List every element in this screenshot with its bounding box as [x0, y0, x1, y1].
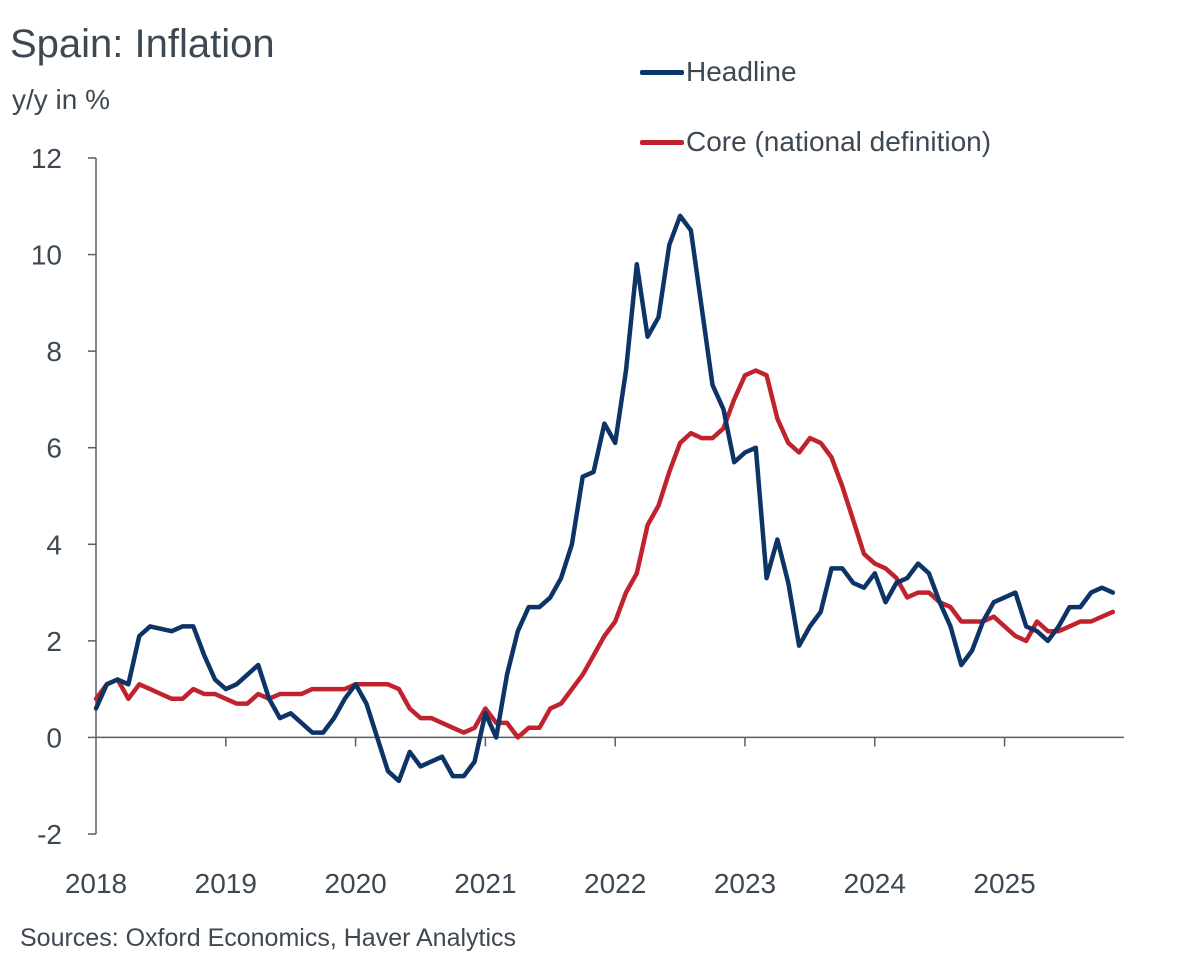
series-layer: [93, 213, 1116, 784]
y-tick-label: 2: [46, 626, 62, 657]
source-note: Sources: Oxford Economics, Haver Analyti…: [20, 924, 517, 952]
x-tick-label: 2021: [454, 868, 516, 899]
y-axis: 12 10 8 6 4 2 0 -2: [31, 143, 97, 850]
legend-item-headline: Headline: [640, 52, 991, 92]
series-line-headline: [93, 213, 1116, 784]
legend-label-core: Core (national definition): [686, 126, 992, 157]
y-tick-label: 8: [46, 336, 62, 367]
chart-title: Spain: Inflation: [10, 22, 275, 66]
x-tick-label: 2019: [195, 868, 257, 899]
legend-swatch-headline: [640, 69, 684, 75]
y-tick-label: 6: [46, 433, 62, 464]
y-tick-label: -2: [37, 819, 62, 850]
x-tick-label: 2024: [844, 868, 906, 899]
y-tick-label: 0: [46, 722, 62, 753]
y-tick-label: 4: [46, 529, 62, 560]
x-axis: 2018 2019 2020 2021 2022 2023 2024 2025: [65, 736, 1124, 899]
y-tick-label: 10: [31, 240, 62, 271]
series-line-core: [93, 368, 1116, 740]
legend-item-core: Core (national definition): [640, 122, 991, 162]
legend-swatch-core: [640, 139, 684, 145]
legend: Headline Core (national definition): [640, 52, 991, 192]
x-tick-label: 2023: [714, 868, 776, 899]
legend-label-headline: Headline: [686, 56, 797, 87]
x-tick-label: 2020: [324, 868, 386, 899]
x-tick-label: 2018: [65, 868, 127, 899]
x-tick-label: 2025: [973, 868, 1035, 899]
y-tick-label: 12: [31, 143, 62, 174]
x-tick-label: 2022: [584, 868, 646, 899]
chart-subtitle: y/y in %: [12, 84, 111, 115]
